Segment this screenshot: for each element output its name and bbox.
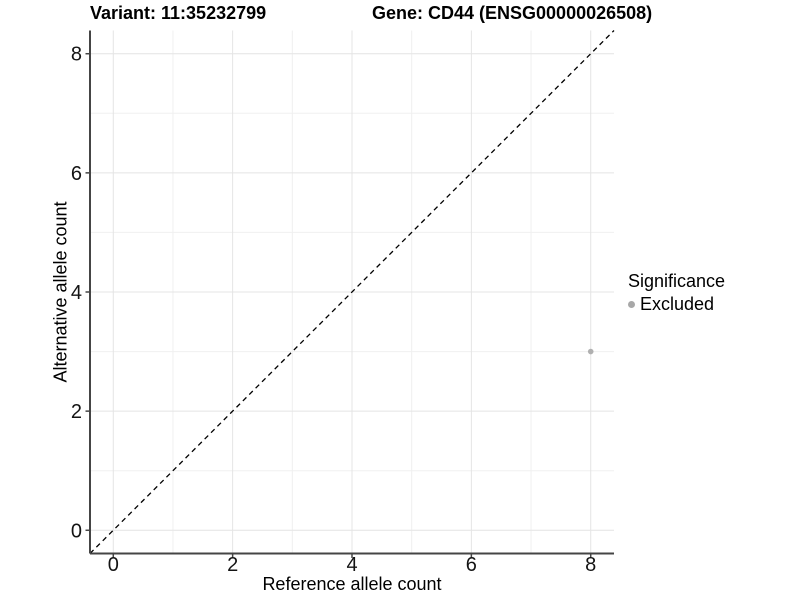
y-tick-label: 0 [71,520,82,542]
x-tick-label: 8 [585,554,596,576]
y-axis-title: Alternative allele count [50,201,71,383]
x-tick-label: 2 [227,554,238,576]
identity-line [89,30,615,554]
y-tick-label: 8 [71,44,82,66]
x-axis-title: Reference allele count [262,574,442,594]
y-tick-label: 6 [71,163,82,185]
x-tick-label: 4 [346,554,357,576]
legend-title: Significance [628,271,726,291]
y-tick-label: 2 [71,401,82,423]
legend-entry-excluded: Excluded [628,293,725,315]
variant-title: Variant: 11:35232799 [90,3,267,23]
x-tick-label: 6 [466,554,477,576]
data-point [587,348,594,355]
x-tick-label: 0 [108,554,119,576]
legend-entry-label: Excluded [640,293,715,314]
gene-title: Gene: CD44 (ENSG00000026508) [372,3,653,23]
excluded-marker-icon [628,301,635,309]
y-tick-label: 4 [71,282,82,304]
legend: Significance Excluded [628,271,726,315]
